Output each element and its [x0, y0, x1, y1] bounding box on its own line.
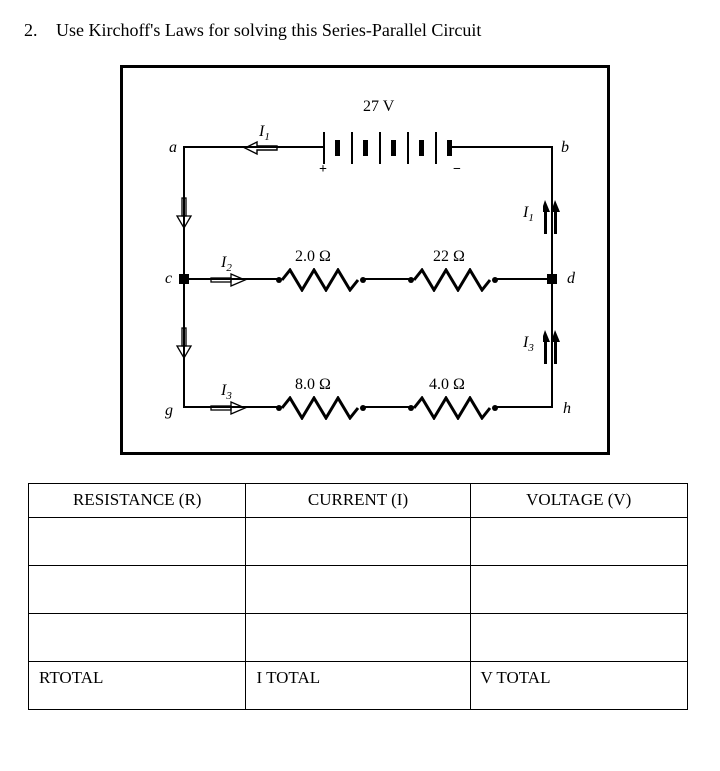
wire-top-right: [447, 146, 553, 148]
current-I3-arrow: [211, 402, 239, 414]
circuit-figure: 27 V + − a b c d g h I1: [120, 65, 610, 455]
cell-itotal: I TOTAL: [246, 662, 470, 710]
current-I2-arrow: [211, 274, 239, 286]
wire-mid-3: [497, 278, 553, 280]
header-current: CURRENT (I): [246, 484, 470, 518]
resistor-r2-label: 22 Ω: [433, 248, 465, 266]
node-b: b: [561, 139, 569, 157]
current-I3r-arrow: [543, 330, 561, 364]
current-left-down-1: [177, 198, 191, 228]
cell-r3: [29, 614, 246, 662]
current-I3-label: I3: [221, 382, 232, 402]
question-number: 2.: [24, 20, 38, 41]
polarity-plus: +: [319, 162, 327, 178]
node-d: d: [567, 270, 575, 288]
resistor-r1-label: 2.0 Ω: [295, 248, 331, 266]
current-I1-arrow: [245, 142, 273, 154]
resistor-r3-label: 8.0 Ω: [295, 376, 331, 394]
junction-d-marker: [547, 274, 557, 284]
question-text: Use Kirchoff's Laws for solving this Ser…: [56, 20, 481, 41]
current-I2-label: I2: [221, 254, 232, 274]
node-a: a: [169, 139, 177, 157]
table-total-row: RTOTAL I TOTAL V TOTAL: [29, 662, 688, 710]
current-I3r-label: I3: [523, 334, 534, 354]
cell-v2: [470, 566, 687, 614]
question-prompt: 2. Use Kirchoff's Laws for solving this …: [24, 20, 696, 41]
resistor-r2: [407, 268, 501, 292]
cell-v3: [470, 614, 687, 662]
node-h: h: [563, 400, 571, 418]
resistor-r4: [407, 396, 501, 420]
cell-i2: [246, 566, 470, 614]
wire-bottom-2: [365, 406, 411, 408]
answer-table: RESISTANCE (R) CURRENT (I) VOLTAGE (V) R…: [28, 483, 688, 710]
cell-v1: [470, 518, 687, 566]
cell-i3: [246, 614, 470, 662]
header-voltage: VOLTAGE (V): [470, 484, 687, 518]
table-row: [29, 566, 688, 614]
current-I1r-label: I1: [523, 204, 534, 224]
header-resistance: RESISTANCE (R): [29, 484, 246, 518]
cell-r2: [29, 566, 246, 614]
cell-rtotal: RTOTAL: [29, 662, 246, 710]
current-left-down-2: [177, 328, 191, 358]
cell-vtotal: V TOTAL: [470, 662, 687, 710]
voltage-source-label: 27 V: [363, 98, 394, 116]
wire-mid-2: [365, 278, 411, 280]
resistor-r4-label: 4.0 Ω: [429, 376, 465, 394]
resistor-r1: [275, 268, 369, 292]
junction-c-marker: [179, 274, 189, 284]
current-I1r-arrow: [543, 200, 561, 234]
node-g: g: [165, 402, 173, 420]
cell-i1: [246, 518, 470, 566]
current-I1-label: I1: [259, 123, 270, 143]
polarity-minus: −: [453, 162, 461, 178]
node-c: c: [165, 270, 172, 288]
wire-bottom-3: [497, 406, 553, 408]
battery-symbol: [323, 128, 443, 168]
cell-r1: [29, 518, 246, 566]
table-header-row: RESISTANCE (R) CURRENT (I) VOLTAGE (V): [29, 484, 688, 518]
table-row: [29, 614, 688, 662]
resistor-r3: [275, 396, 369, 420]
table-row: [29, 518, 688, 566]
